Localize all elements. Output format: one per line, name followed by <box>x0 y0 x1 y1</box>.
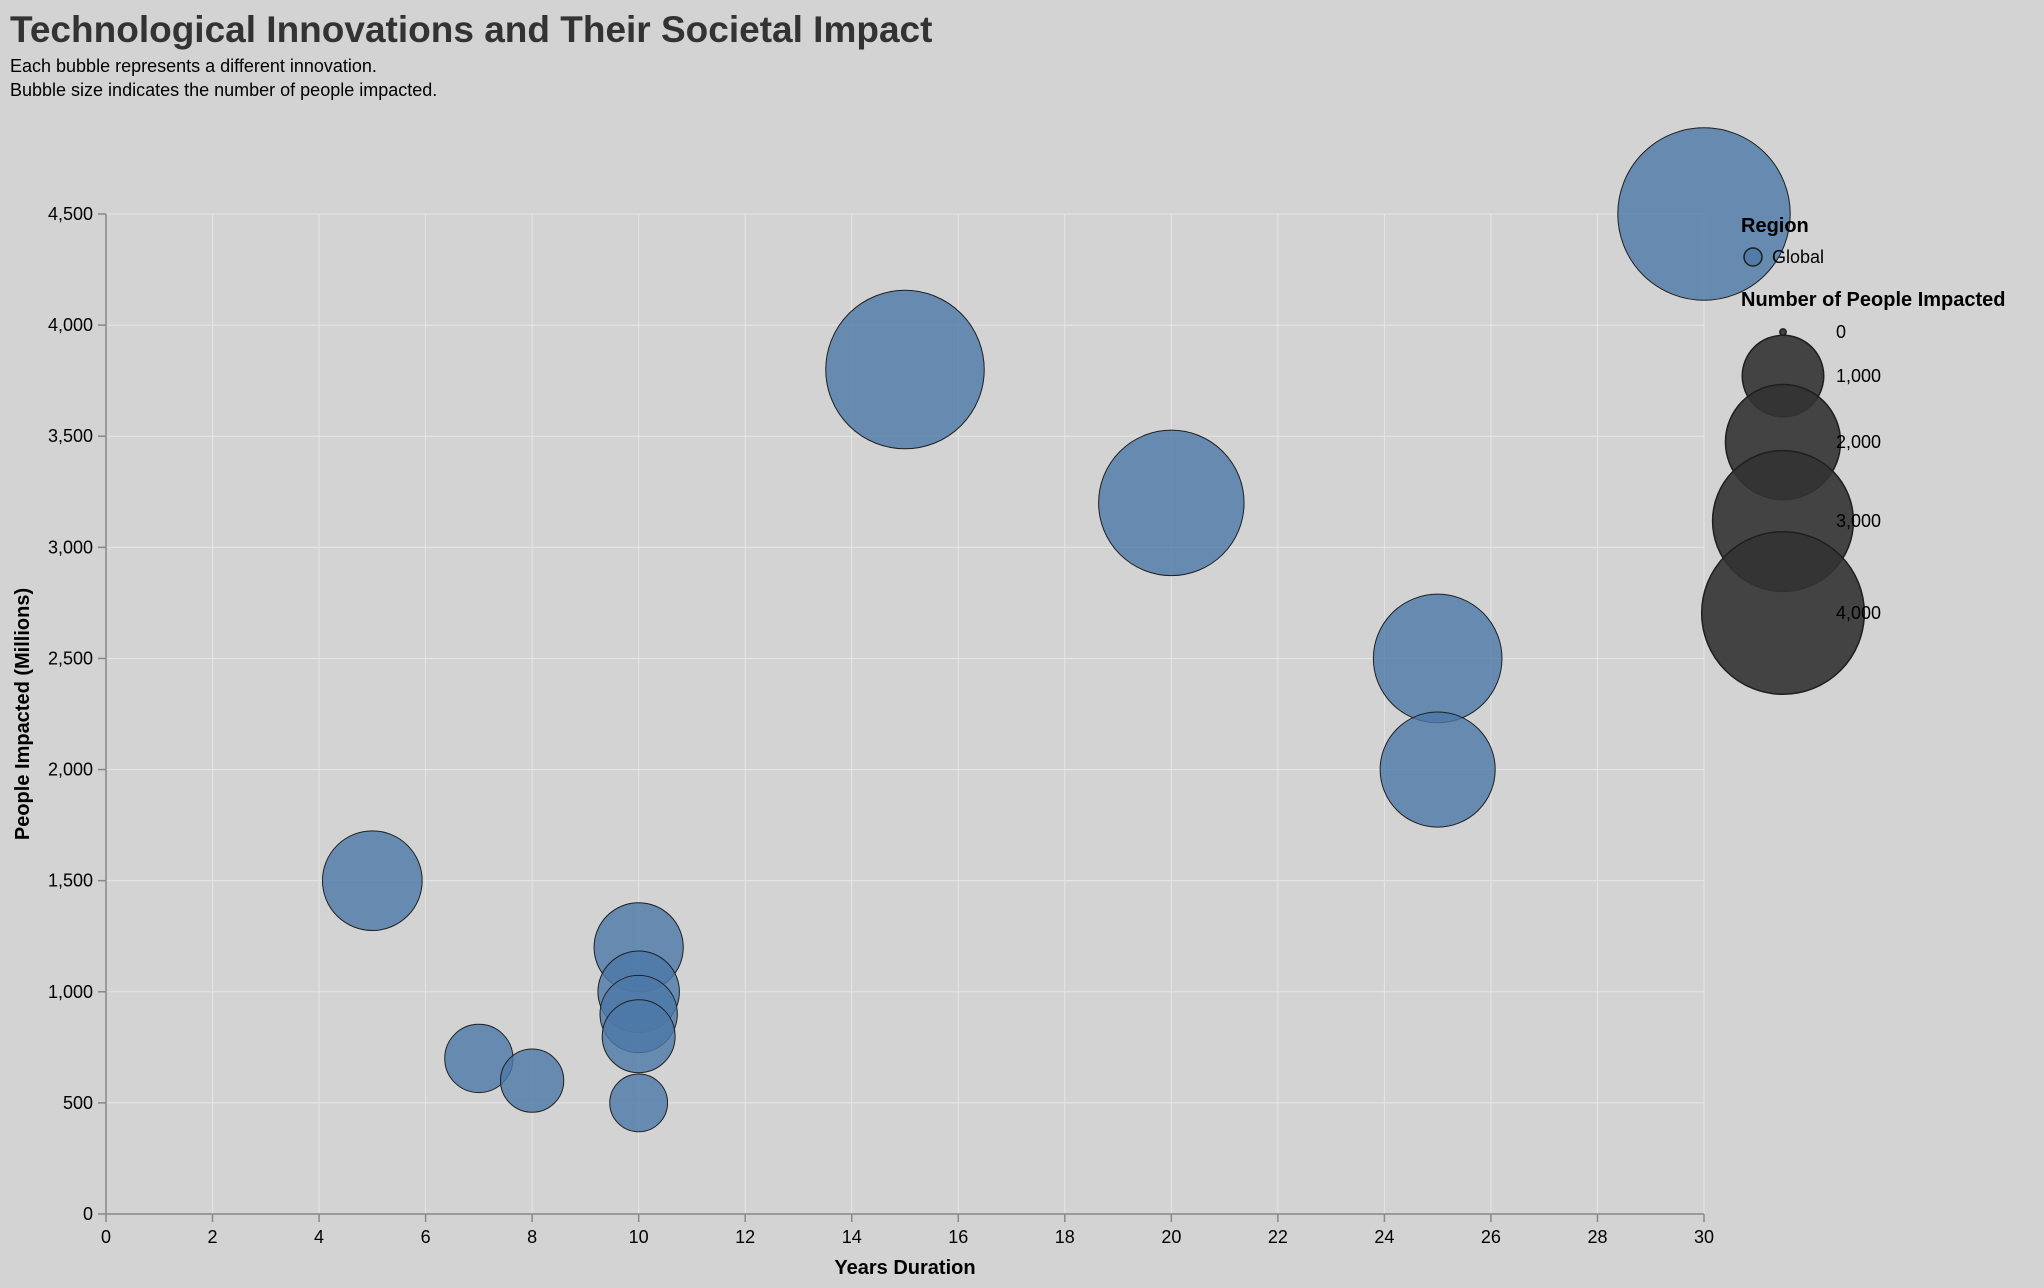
x-axis-title: Years Duration <box>834 1257 975 1279</box>
y-axis-title: People Impacted (Millions) <box>12 588 34 840</box>
plot-area <box>321 127 1791 1133</box>
y-tick-label: 1,500 <box>48 871 93 891</box>
bubble[interactable] <box>500 1048 565 1113</box>
legend-size-entries: 0 1,000 2,000 3,000 4,000 <box>1700 322 1881 696</box>
legend-size-label: 2,000 <box>1836 432 1881 452</box>
axes <box>105 214 1704 1215</box>
x-tick-label: 18 <box>1055 1227 1075 1247</box>
x-tick-label: 24 <box>1374 1227 1394 1247</box>
y-tick-label: 1,000 <box>48 982 93 1002</box>
legend: Region Global Number of People Impacted … <box>1700 215 2006 696</box>
legend-size-swatch <box>1700 530 1866 696</box>
x-tick-label: 22 <box>1268 1227 1288 1247</box>
legend-size-swatch <box>1779 328 1787 336</box>
bubble[interactable] <box>1379 711 1496 828</box>
legend-size-title: Number of People Impacted <box>1741 289 2006 311</box>
x-tick-label: 8 <box>527 1227 537 1247</box>
legend-size-label: 4,000 <box>1836 603 1881 623</box>
bubble[interactable] <box>601 999 676 1074</box>
y-tick-label: 2,000 <box>48 760 93 780</box>
x-tick-label: 4 <box>314 1227 324 1247</box>
x-tick-label: 30 <box>1694 1227 1714 1247</box>
bubble[interactable] <box>1098 429 1245 577</box>
chart-subtitle-line-1: Each bubble represents a different innov… <box>10 56 377 76</box>
chart-title: Technological Innovations and Their Soci… <box>10 9 932 50</box>
bubble[interactable] <box>321 830 423 932</box>
ticks: 0 2 4 6 8 10 12 14 16 18 20 22 24 26 28 3005001,0001,50… <box>48 204 1714 1247</box>
bubble[interactable] <box>1617 127 1791 301</box>
y-tick-label: 3,500 <box>48 426 93 446</box>
y-tick-label: 4,500 <box>48 204 93 224</box>
y-tick-label: 500 <box>63 1093 93 1113</box>
x-tick-label: 0 <box>101 1227 111 1247</box>
x-tick-label: 2 <box>208 1227 218 1247</box>
x-tick-label: 14 <box>842 1227 862 1247</box>
legend-region-swatch <box>1743 247 1763 267</box>
x-tick-label: 20 <box>1161 1227 1181 1247</box>
x-tick-label: 28 <box>1587 1227 1607 1247</box>
y-tick-label: 4,000 <box>48 315 93 335</box>
x-tick-label: 26 <box>1481 1227 1501 1247</box>
chart-subtitle-line-2: Bubble size indicates the number of peop… <box>10 80 437 100</box>
legend-region-title: Region <box>1741 215 1809 237</box>
legend-size-label: 1,000 <box>1836 366 1881 386</box>
y-tick-label: 3,000 <box>48 537 93 557</box>
legend-region-entries: Global <box>1743 247 1824 267</box>
bubble[interactable] <box>609 1073 669 1133</box>
bubble[interactable] <box>1372 593 1503 724</box>
x-tick-label: 12 <box>735 1227 755 1247</box>
legend-region-label: Global <box>1772 247 1824 267</box>
bubble[interactable] <box>825 289 985 450</box>
y-tick-label: 0 <box>83 1204 93 1224</box>
x-tick-label: 10 <box>629 1227 649 1247</box>
y-tick-label: 2,500 <box>48 648 93 668</box>
x-tick-label: 16 <box>948 1227 968 1247</box>
x-tick-label: 6 <box>421 1227 431 1247</box>
legend-size-label: 3,000 <box>1836 511 1881 531</box>
legend-size-label: 0 <box>1836 322 1846 342</box>
